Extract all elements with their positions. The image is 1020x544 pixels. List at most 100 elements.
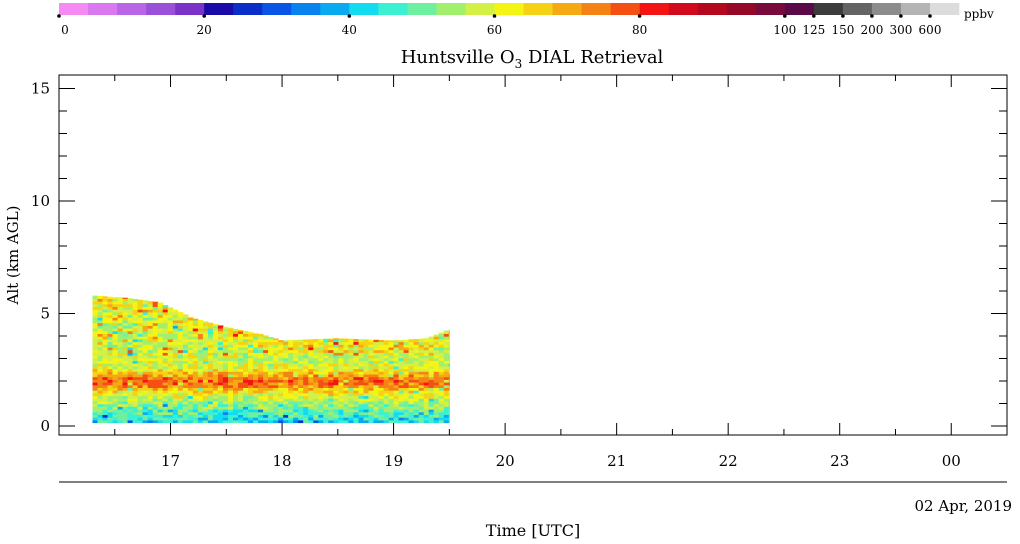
- heatmap-cell: [102, 363, 108, 367]
- heatmap-cell: [238, 352, 244, 356]
- heatmap-cell: [217, 376, 224, 380]
- heatmap-cell: [147, 360, 154, 364]
- heatmap-cell: [443, 406, 450, 410]
- heatmap-cell: [102, 417, 108, 421]
- heatmap-cell: [192, 379, 199, 383]
- heatmap-cell: [338, 401, 344, 405]
- heatmap-cell: [383, 374, 390, 378]
- heatmap-cell: [308, 339, 314, 343]
- heatmap-cell: [192, 320, 199, 324]
- heatmap-cell: [97, 387, 103, 391]
- heatmap-cell: [137, 395, 144, 399]
- heatmap-cell: [117, 419, 124, 424]
- heatmap-cell: [338, 376, 344, 380]
- heatmap-cell: [448, 365, 450, 370]
- heatmap-cell: [228, 365, 234, 370]
- heatmap-cell: [273, 363, 279, 367]
- heatmap-cell: [313, 419, 319, 424]
- heatmap-cell: [137, 341, 144, 345]
- heatmap-cell: [288, 417, 294, 421]
- heatmap-cell: [328, 406, 334, 410]
- heatmap-cell: [137, 382, 144, 386]
- heatmap-cell: [107, 371, 113, 375]
- heatmap-cell: [92, 387, 98, 391]
- heatmap-cell: [132, 322, 139, 326]
- heatmap-cell: [313, 344, 319, 348]
- heatmap-cell: [217, 392, 224, 397]
- heatmap-cell: [413, 357, 420, 361]
- heatmap-cell: [338, 390, 344, 394]
- heatmap-cell: [182, 368, 189, 372]
- heatmap-cell: [303, 401, 309, 405]
- heatmap-cell: [438, 355, 445, 359]
- heatmap-cell: [137, 371, 144, 375]
- heatmap-cell: [263, 347, 269, 351]
- heatmap-cell: [343, 376, 349, 380]
- heatmap-cell: [233, 365, 239, 370]
- heatmap-cell: [288, 368, 294, 372]
- heatmap-cell: [182, 384, 189, 388]
- heatmap-cell: [243, 390, 249, 394]
- heatmap-cell: [228, 338, 234, 343]
- heatmap-cell: [408, 339, 415, 343]
- heatmap-cell: [157, 360, 164, 364]
- heatmap-cell: [142, 419, 149, 424]
- heatmap-cell: [438, 382, 445, 386]
- heatmap-cell: [353, 355, 359, 359]
- heatmap-cell: [112, 311, 118, 316]
- heatmap-cell: [368, 384, 374, 388]
- heatmap-cell: [97, 419, 103, 424]
- heatmap-cell: [313, 411, 319, 415]
- heatmap-cell: [438, 384, 445, 388]
- heatmap-cell: [142, 414, 149, 418]
- colorbar-tick: [841, 14, 845, 18]
- heatmap-cell: [233, 382, 239, 386]
- heatmap-cell: [182, 395, 189, 399]
- heatmap-cell: [283, 357, 289, 361]
- heatmap-cell: [102, 368, 108, 372]
- heatmap-cell: [333, 398, 339, 402]
- heatmap-cell: [278, 363, 284, 367]
- heatmap-cell: [343, 417, 349, 421]
- heatmap-cell: [338, 398, 344, 402]
- heatmap-cell: [403, 419, 410, 424]
- heatmap-cell: [217, 401, 224, 405]
- heatmap-cell: [308, 387, 314, 391]
- heatmap-cell: [363, 392, 369, 397]
- heatmap-cell: [418, 357, 425, 361]
- heatmap-cell: [418, 363, 425, 367]
- heatmap-cell: [102, 341, 108, 345]
- heatmap-cell: [122, 349, 129, 353]
- heatmap-cell: [92, 365, 98, 370]
- heatmap-cell: [333, 341, 339, 345]
- heatmap-cell: [368, 414, 374, 418]
- heatmap-cell: [273, 355, 279, 359]
- heatmap-cell: [253, 409, 259, 413]
- heatmap-cell: [298, 355, 304, 359]
- heatmap-cell: [438, 371, 445, 375]
- heatmap-cell: [117, 368, 124, 372]
- heatmap-cell: [323, 341, 329, 345]
- heatmap-cell: [283, 382, 289, 386]
- heatmap-cell: [107, 411, 113, 415]
- heatmap-cell: [107, 336, 113, 340]
- heatmap-cell: [423, 395, 430, 399]
- heatmap-cell: [353, 341, 359, 345]
- heatmap-cell: [162, 363, 169, 367]
- heatmap-cell: [228, 406, 234, 410]
- heatmap-cell: [233, 409, 239, 413]
- heatmap-cell: [233, 349, 239, 353]
- heatmap-cell: [393, 379, 400, 383]
- heatmap-cell: [112, 322, 118, 326]
- heatmap-cell: [117, 330, 124, 334]
- heatmap-cell: [187, 333, 194, 337]
- heatmap-cell: [388, 352, 395, 356]
- heatmap-cell: [413, 406, 420, 410]
- heatmap-cell: [368, 406, 374, 410]
- heatmap-cell: [127, 347, 134, 351]
- heatmap-cell: [423, 419, 430, 424]
- heatmap-cell: [268, 398, 274, 402]
- heatmap-cell: [303, 406, 309, 410]
- heatmap-cell: [338, 344, 344, 348]
- heatmap-cell: [142, 371, 149, 375]
